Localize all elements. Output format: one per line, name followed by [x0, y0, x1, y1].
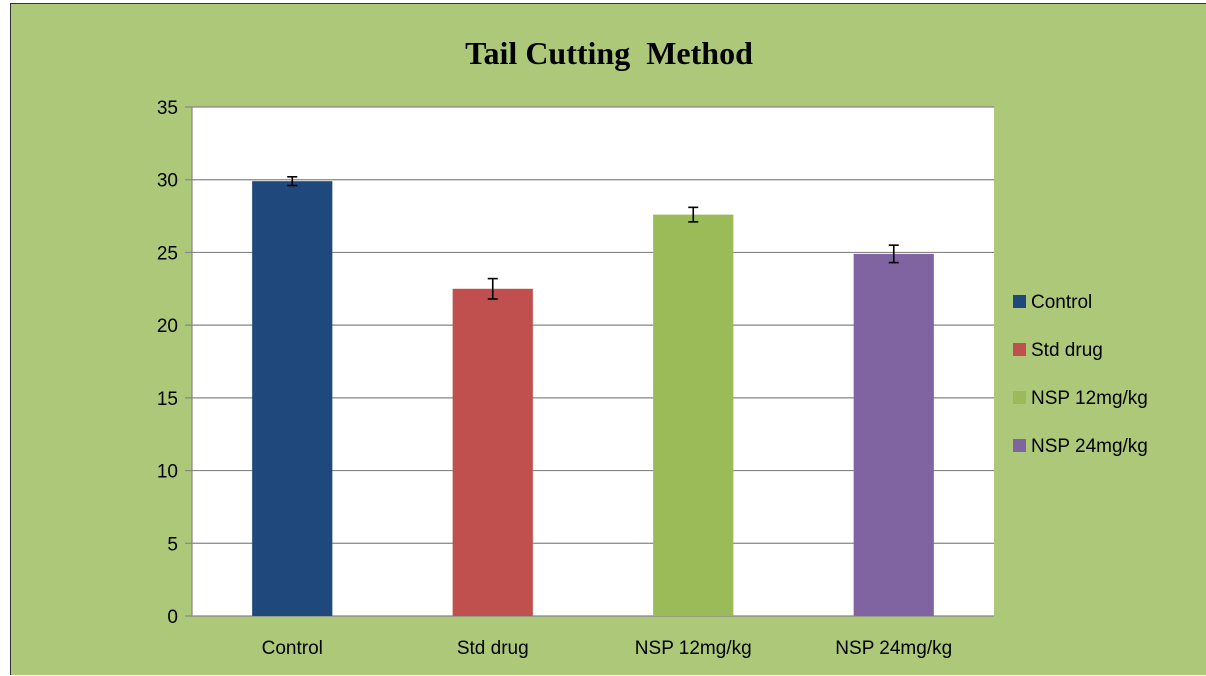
- legend-entry: NSP 24mg/kg: [1031, 436, 1148, 457]
- bar-nsp-24mg-kg: [853, 253, 934, 616]
- x-axis-categories: Control Std drug NSP 12mg/kg NSP 24mg/kg: [262, 638, 953, 659]
- bar-control: [252, 181, 333, 616]
- y-tick-label: 10: [157, 462, 178, 483]
- legend-swatch: [1013, 343, 1026, 356]
- y-axis-ticks: 0 5 10 15 20 25 30 35: [157, 98, 178, 628]
- legend-swatch: [1013, 439, 1026, 452]
- bar-chart: Tail Cutting Method 0 5 10 15 20 25 30 35 Contr…: [157, 35, 1148, 659]
- bar-std-drug: [452, 288, 533, 616]
- legend-entry: Control: [1031, 292, 1092, 313]
- legend-swatch: [1013, 295, 1026, 308]
- legend: Control Std drug NSP 12mg/kg NSP 24mg/kg: [1013, 292, 1148, 457]
- x-category-label: NSP 24mg/kg: [835, 638, 952, 659]
- x-category-label: Control: [262, 638, 323, 659]
- x-category-label: NSP 12mg/kg: [635, 638, 752, 659]
- legend-entry: NSP 12mg/kg: [1031, 388, 1148, 409]
- chart-frame: Tail Cutting Method 0 5 10 15 20 25 30 35 Contr…: [10, 3, 1206, 675]
- y-tick-label: 0: [167, 607, 178, 628]
- y-tick-label: 35: [157, 98, 178, 119]
- y-tick-label: 20: [157, 316, 178, 337]
- y-tick-label: 25: [157, 243, 178, 264]
- legend-swatch: [1013, 391, 1026, 404]
- y-tick-label: 30: [157, 171, 178, 192]
- legend-entry: Std drug: [1031, 340, 1103, 361]
- bars: [252, 181, 934, 617]
- error-bars: [287, 176, 899, 300]
- y-tick-label: 5: [167, 534, 178, 555]
- y-tick-label: 15: [157, 389, 178, 410]
- x-category-label: Std drug: [457, 638, 529, 659]
- bar-nsp-12mg-kg: [653, 214, 734, 617]
- chart-title: Tail Cutting Method: [465, 35, 753, 71]
